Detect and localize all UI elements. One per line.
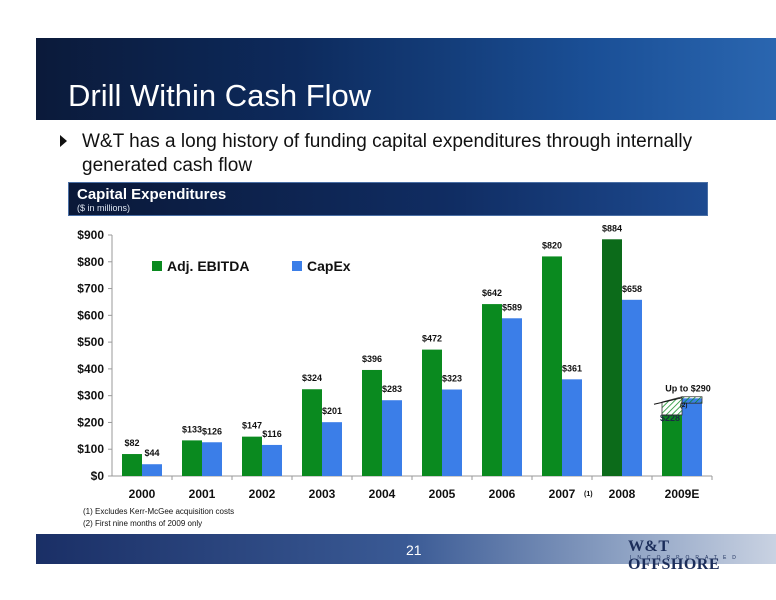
bar-adj-ebitda	[662, 414, 682, 476]
legend-label-capex: CapEx	[307, 258, 351, 274]
bar-capex	[142, 464, 162, 476]
footnote-2: (2) First nine months of 2009 only	[83, 519, 203, 528]
company-logo: W&T OFFSHORE INCORPORATED	[592, 537, 762, 573]
label-capex: $44	[144, 448, 159, 458]
y-tick-label: $600	[77, 308, 104, 322]
bar-capex	[382, 400, 402, 476]
footnote-1: (1) Excludes Kerr-McGee acquisition cost…	[83, 507, 235, 516]
bar-capex	[682, 398, 702, 476]
logo-name: W&T OFFSHORE	[628, 538, 721, 573]
bar-adj-ebitda	[482, 304, 502, 476]
bar-adj-ebitda	[422, 349, 442, 476]
bar-adj-ebitda	[122, 454, 142, 476]
label-capex: $283	[382, 384, 402, 394]
slide-title: Drill Within Cash Flow	[68, 78, 372, 113]
bar-adj-ebitda	[242, 436, 262, 476]
bar-adj-ebitda	[182, 440, 202, 476]
x-tick-label: 2008	[609, 487, 636, 501]
label-capex: $589	[502, 302, 522, 312]
bar-capex	[622, 299, 642, 476]
label-adj-ebitda: $82	[124, 438, 139, 448]
label-capex: $116	[262, 429, 282, 439]
footer-bar: 21 W&T OFFSHORE INCORPORATED	[36, 534, 776, 573]
x-tick-label: 2005	[429, 487, 456, 501]
ebitda-note-2009: (2)	[680, 403, 687, 409]
legend-swatch-adj-ebitda	[152, 261, 162, 271]
label-capex: $658	[622, 284, 642, 294]
legend-label-adj-ebitda: Adj. EBITDA	[167, 258, 249, 274]
legend-swatch-capex	[292, 261, 302, 271]
label-adj-ebitda: $820	[542, 240, 562, 250]
y-tick-label: $0	[91, 469, 105, 483]
ebitda-estimate-hatch	[661, 396, 683, 416]
bar-capex	[562, 379, 582, 476]
section-title: Capital Expenditures	[77, 186, 227, 203]
bullet-arrow-icon	[60, 135, 67, 147]
y-tick-label: $800	[77, 255, 104, 269]
bar-adj-ebitda	[542, 256, 562, 476]
logo-subtitle: INCORPORATED	[630, 555, 742, 561]
label-adj-ebitda: $472	[422, 334, 442, 344]
y-tick-label: $900	[77, 228, 104, 242]
page-number: 21	[406, 542, 422, 558]
bar-adj-ebitda	[302, 389, 322, 476]
capex-chart: $0 $100 $200 $300 $400 $500 $600 $700 $800 $900 20…	[77, 223, 713, 501]
label-adj-ebitda: $396	[362, 354, 382, 364]
bar-capex	[442, 389, 462, 476]
bar-capex	[322, 422, 342, 476]
x-tick-label: 2001	[189, 487, 216, 501]
x-tick-label: 2000	[129, 487, 156, 501]
label-adj-ebitda: $147	[242, 421, 262, 431]
label-adj-ebitda: $133	[182, 424, 202, 434]
x-tick-label: 2003	[309, 487, 336, 501]
y-tick-label: $700	[77, 282, 104, 296]
x-tick-label: 2006	[489, 487, 516, 501]
bar-adj-ebitda	[602, 239, 622, 476]
bar-capex	[202, 442, 222, 476]
y-tick-label: $400	[77, 362, 104, 376]
bar-adj-ebitda	[362, 369, 382, 476]
section-header: Capital Expenditures ($ in millions)	[68, 182, 708, 216]
y-tick-label: $500	[77, 335, 104, 349]
label-adj-ebitda: $642	[482, 288, 502, 298]
capex-estimate-hatch	[681, 396, 703, 404]
bullet-text: W&T has a long history of funding capita…	[82, 131, 693, 176]
section-subtitle: ($ in millions)	[77, 203, 131, 213]
bar-capex	[262, 444, 282, 476]
label-adj-ebitda: $884	[602, 223, 622, 233]
label-capex: $323	[442, 374, 462, 384]
label-adj-ebitda: $228	[660, 413, 680, 423]
label-capex: $361	[562, 363, 582, 373]
y-tick-label: $300	[77, 389, 104, 403]
bar-capex	[502, 318, 522, 476]
estimate-line	[653, 397, 683, 405]
y-tick-label: $200	[77, 415, 104, 429]
x-tick-label: 2009E	[665, 487, 700, 501]
y-tick-label: $100	[77, 442, 104, 456]
x-tick-note: (1)	[584, 491, 593, 498]
x-tick-label: 2007	[549, 487, 576, 501]
label-capex: $201	[322, 406, 342, 416]
x-tick-label: 2002	[249, 487, 276, 501]
label-capex: $126	[202, 426, 222, 436]
x-tick-label: 2004	[369, 487, 396, 501]
title-bar: Drill Within Cash Flow	[36, 38, 776, 120]
label-capex: Up to $290	[665, 383, 711, 393]
label-adj-ebitda: $324	[302, 373, 322, 383]
